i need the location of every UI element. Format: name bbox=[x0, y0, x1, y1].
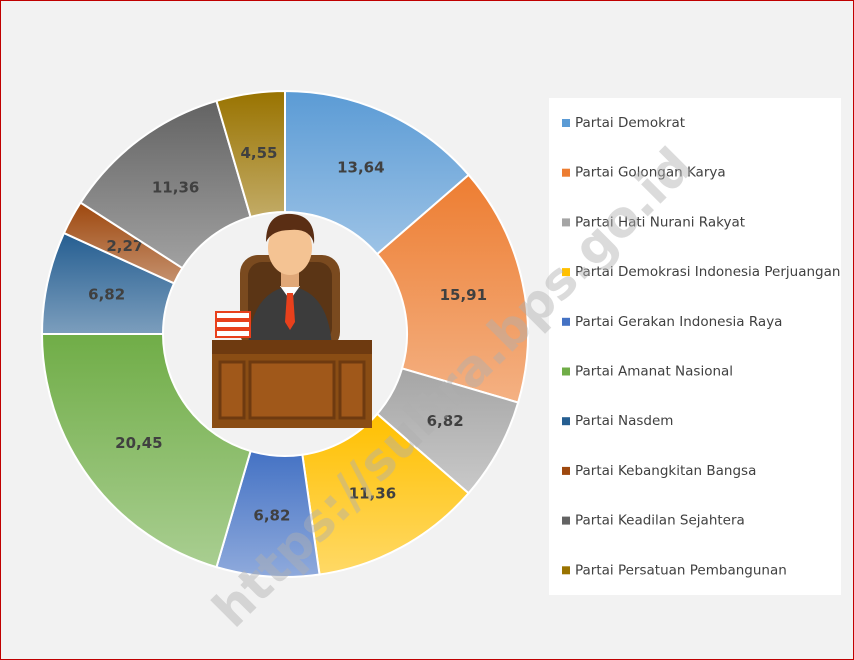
legend-marker bbox=[562, 566, 570, 574]
data-label: 11,36 bbox=[152, 178, 199, 196]
chart: 13,6415,916,8211,366,8220,456,822,2711,3… bbox=[0, 0, 854, 660]
legend-label: Partai Nasdem bbox=[575, 413, 673, 429]
legend-marker bbox=[562, 417, 570, 425]
data-label: 6,82 bbox=[88, 286, 125, 304]
legend-label: Partai Demokrasi Indonesia Perjuangan bbox=[575, 264, 840, 280]
legend-label: Partai Demokrat bbox=[575, 115, 685, 131]
legend-label: Partai Kebangkitan Bangsa bbox=[575, 463, 756, 479]
legend-marker bbox=[562, 218, 570, 226]
data-label: 13,64 bbox=[337, 159, 384, 177]
legend-label: Partai Amanat Nasional bbox=[575, 364, 733, 380]
legend-marker bbox=[562, 368, 570, 376]
legend-label: Partai Persatuan Pembangunan bbox=[575, 562, 787, 578]
data-label: 15,91 bbox=[440, 286, 487, 304]
legend-marker bbox=[562, 318, 570, 326]
legend-label: Partai Keadilan Sejahtera bbox=[575, 513, 745, 529]
legend-marker bbox=[562, 169, 570, 177]
legend-marker bbox=[562, 517, 570, 525]
legend-label: Partai Gerakan Indonesia Raya bbox=[575, 314, 782, 330]
data-label: 4,55 bbox=[240, 144, 277, 162]
legend-marker bbox=[562, 467, 570, 475]
data-label: 20,45 bbox=[115, 434, 162, 452]
legend-marker bbox=[562, 119, 570, 127]
